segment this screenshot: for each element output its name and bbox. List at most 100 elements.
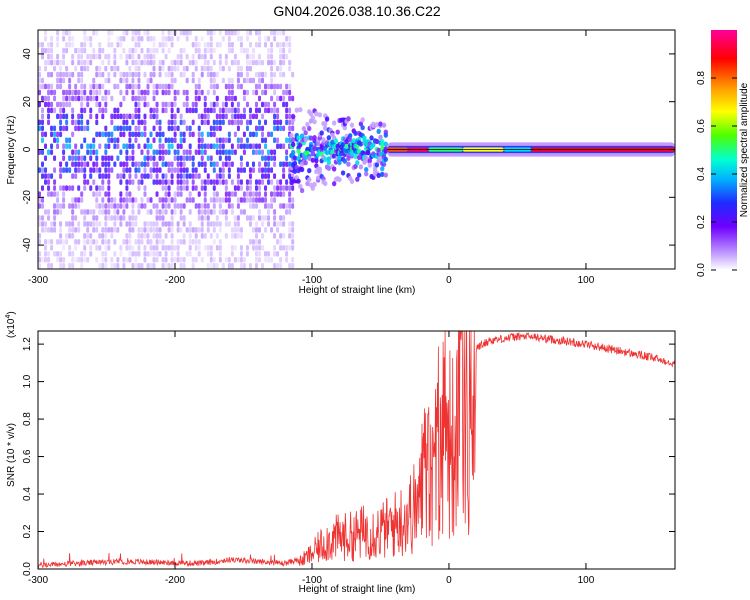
heat-cell	[221, 209, 225, 215]
heat-cell	[197, 173, 201, 179]
heat-cell	[152, 95, 156, 102]
heat-cell	[98, 263, 102, 269]
heat-cell	[218, 119, 222, 126]
heat-cell	[62, 257, 66, 263]
heat-cell	[191, 107, 195, 114]
heat-cell	[137, 227, 141, 233]
heat-cell	[167, 203, 171, 209]
heat-cell	[137, 209, 141, 215]
heat-cell	[68, 35, 72, 42]
y-tick-label: 0.8	[22, 412, 33, 426]
heat-cell	[95, 101, 99, 108]
heat-cell	[248, 65, 252, 72]
heat-cell	[131, 83, 135, 90]
heat-cell	[77, 59, 81, 66]
heat-cell	[77, 227, 81, 233]
heat-cell	[200, 65, 204, 72]
figure-title: GN04.2026.038.10.36.C22	[273, 3, 441, 19]
heat-cell	[95, 149, 99, 155]
heat-cell	[239, 47, 243, 54]
heat-cell	[68, 263, 72, 269]
heat-cell	[215, 119, 219, 126]
heat-cell	[273, 263, 277, 269]
heat-cell	[158, 251, 162, 257]
heat-cell	[44, 251, 48, 257]
heat-cell	[254, 203, 258, 209]
heat-cell	[62, 197, 66, 203]
heat-cell	[197, 149, 201, 155]
heat-cell	[367, 158, 372, 164]
heat-cell	[68, 101, 72, 108]
heat-cell	[258, 77, 262, 84]
heat-cell	[143, 203, 147, 209]
heat-cell	[176, 125, 180, 132]
heat-cell	[68, 203, 72, 209]
heat-cell	[59, 257, 63, 263]
heat-cell	[227, 221, 231, 227]
heat-cell	[251, 143, 255, 150]
heat-cell	[47, 89, 51, 96]
heat-cell	[303, 137, 308, 143]
heat-cell	[107, 35, 111, 42]
heat-cell	[122, 30, 126, 36]
heat-cell	[59, 77, 63, 84]
heat-cell	[227, 203, 231, 209]
heat-cell	[149, 77, 153, 84]
heat-cell	[167, 227, 171, 233]
heat-cell	[276, 137, 280, 144]
heat-cell	[68, 137, 72, 144]
heat-cell	[83, 41, 87, 48]
heat-cell	[158, 167, 162, 173]
heat-cell	[251, 131, 255, 138]
heat-cell	[248, 263, 252, 269]
heat-cell	[344, 143, 349, 150]
heat-cell	[365, 149, 371, 155]
heat-cell	[116, 209, 120, 215]
heat-cell	[107, 155, 111, 161]
heat-cell	[215, 143, 219, 150]
heat-cell	[161, 221, 165, 227]
heat-cell	[188, 173, 192, 179]
heat-cell	[164, 89, 168, 96]
heat-cell	[53, 167, 57, 173]
heat-cell	[176, 53, 180, 60]
heat-cell	[236, 167, 240, 173]
heat-cell	[261, 131, 265, 138]
heat-cell	[239, 155, 243, 161]
heat-cell	[116, 83, 120, 90]
heat-cell	[143, 53, 147, 60]
heat-cell	[137, 107, 141, 114]
heat-cell	[264, 83, 268, 90]
heat-cell	[212, 77, 216, 84]
spectrogram-heatmap	[38, 30, 675, 269]
heat-cell	[279, 125, 283, 132]
heat-cell	[233, 215, 237, 221]
heat-cell	[128, 239, 132, 245]
heat-cell	[288, 263, 292, 269]
heat-cell	[254, 197, 258, 203]
heat-cell	[233, 95, 237, 102]
heat-cell	[254, 107, 258, 114]
heat-cell	[209, 41, 213, 48]
heat-cell	[71, 35, 75, 42]
heat-cell	[134, 215, 138, 221]
heat-cell	[71, 119, 75, 126]
heat-cell	[107, 197, 111, 203]
heat-cell	[113, 59, 117, 66]
heat-cell	[215, 191, 219, 197]
heat-cell	[236, 59, 240, 66]
heat-cell	[41, 41, 45, 48]
heat-cell	[305, 121, 310, 128]
heat-cell	[197, 131, 201, 138]
heat-cell	[227, 30, 231, 36]
heat-cell	[194, 41, 198, 48]
heat-cell	[212, 161, 216, 167]
heat-cell	[140, 47, 144, 54]
snr-y-scale-label: (x104)	[5, 311, 17, 338]
heat-cell	[38, 233, 41, 239]
heat-cell	[258, 143, 262, 150]
heat-cell	[321, 137, 326, 143]
heat-cell	[122, 119, 126, 126]
heat-cell	[86, 143, 90, 150]
heat-cell	[242, 131, 246, 138]
